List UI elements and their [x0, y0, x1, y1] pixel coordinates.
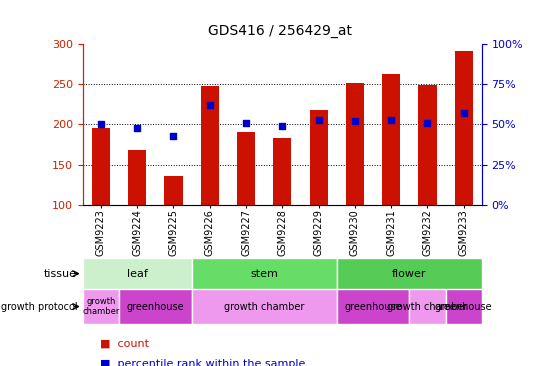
- Text: stem: stem: [250, 269, 278, 279]
- Bar: [346, 83, 364, 205]
- Point: [241, 120, 250, 126]
- Text: leaf: leaf: [127, 269, 148, 279]
- Bar: [201, 86, 219, 205]
- Bar: [409, 289, 446, 324]
- Point: [205, 102, 214, 108]
- Bar: [337, 258, 482, 289]
- Text: greenhouse: greenhouse: [435, 302, 492, 311]
- Text: growth chamber: growth chamber: [387, 302, 468, 311]
- Bar: [446, 258, 482, 289]
- Bar: [373, 258, 409, 289]
- Bar: [83, 258, 119, 289]
- Bar: [300, 258, 337, 289]
- Bar: [310, 110, 328, 205]
- Point: [132, 125, 141, 131]
- Text: GDS416 / 256429_at: GDS416 / 256429_at: [207, 24, 352, 38]
- Point: [278, 123, 287, 129]
- Text: flower: flower: [392, 269, 427, 279]
- Bar: [92, 128, 110, 205]
- Bar: [83, 289, 119, 324]
- Point: [387, 117, 396, 123]
- Point: [350, 118, 359, 124]
- Text: growth chamber: growth chamber: [224, 302, 304, 311]
- Point: [459, 110, 468, 116]
- Bar: [164, 176, 182, 205]
- Bar: [155, 258, 192, 289]
- Point: [314, 117, 323, 123]
- Bar: [418, 85, 437, 205]
- Bar: [454, 51, 473, 205]
- Bar: [228, 258, 264, 289]
- Bar: [83, 258, 192, 289]
- Bar: [409, 258, 446, 289]
- Text: ■  count: ■ count: [100, 339, 149, 348]
- Text: greenhouse: greenhouse: [344, 302, 402, 311]
- Bar: [119, 258, 155, 289]
- Bar: [446, 289, 482, 324]
- Point: [169, 133, 178, 139]
- Bar: [237, 132, 255, 205]
- Bar: [382, 74, 400, 205]
- Bar: [264, 258, 300, 289]
- Bar: [192, 258, 337, 289]
- Bar: [128, 150, 146, 205]
- Bar: [119, 289, 192, 324]
- Point: [423, 120, 432, 126]
- Text: growth
chamber: growth chamber: [82, 297, 120, 316]
- Text: growth protocol: growth protocol: [1, 302, 77, 311]
- Bar: [273, 138, 291, 205]
- Bar: [337, 289, 409, 324]
- Text: tissue: tissue: [44, 269, 77, 279]
- Text: greenhouse: greenhouse: [126, 302, 184, 311]
- Bar: [192, 289, 337, 324]
- Bar: [192, 258, 228, 289]
- Text: ■  percentile rank within the sample: ■ percentile rank within the sample: [100, 359, 305, 366]
- Point: [96, 122, 105, 127]
- Bar: [337, 258, 373, 289]
